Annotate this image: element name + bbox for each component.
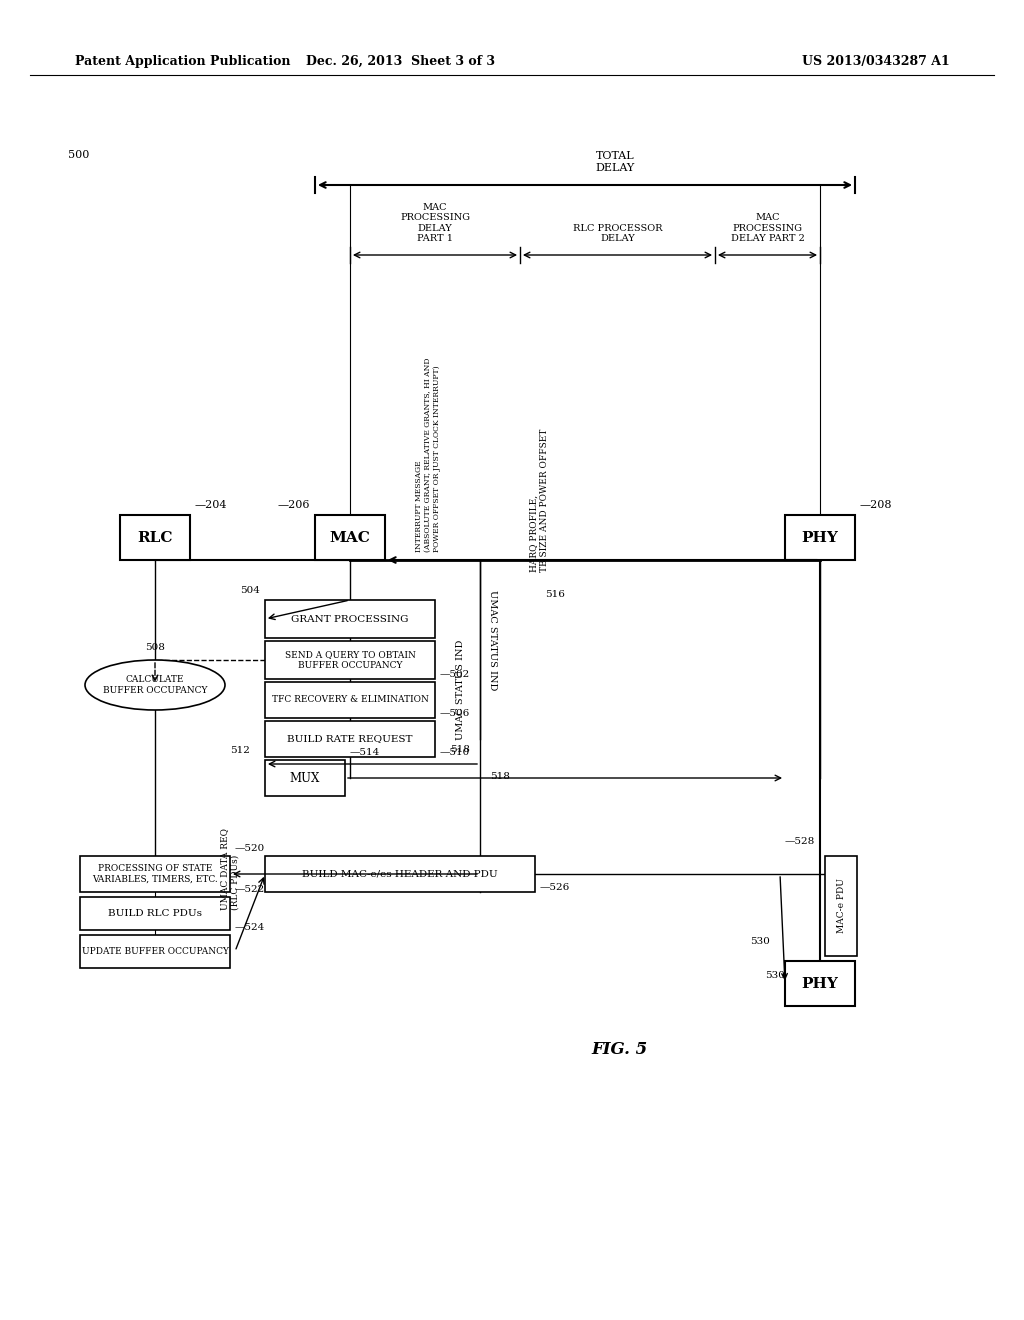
Text: INTERRUPT MESSAGE
(ABSOLUTE GRANT, RELATIVE GRANTS, HI AND
POWER OFFSET OR JUST : INTERRUPT MESSAGE (ABSOLUTE GRANT, RELAT… (415, 358, 441, 552)
Text: PHY: PHY (802, 977, 839, 990)
Text: 530: 530 (765, 972, 785, 979)
Text: Dec. 26, 2013  Sheet 3 of 3: Dec. 26, 2013 Sheet 3 of 3 (305, 55, 495, 69)
Text: TOTAL
DELAY: TOTAL DELAY (595, 152, 635, 173)
Text: Patent Application Publication: Patent Application Publication (75, 55, 291, 69)
Bar (265, 721, 435, 756)
Text: 500: 500 (68, 150, 89, 160)
Text: —506: —506 (440, 709, 470, 718)
Text: —522: —522 (234, 884, 265, 894)
Text: —206: —206 (278, 500, 310, 510)
Text: MUX: MUX (290, 771, 321, 784)
Bar (265, 760, 345, 796)
Text: —510: —510 (440, 748, 470, 756)
Text: US 2013/0343287 A1: US 2013/0343287 A1 (802, 55, 950, 69)
Text: GRANT PROCESSING: GRANT PROCESSING (291, 615, 409, 623)
Text: UMAC DATA REQ
(RLC PDUs): UMAC DATA REQ (RLC PDUs) (220, 828, 240, 909)
Bar (265, 642, 435, 678)
Text: —524: —524 (234, 923, 265, 932)
Bar (80, 898, 230, 931)
Text: 518: 518 (451, 744, 470, 754)
Text: BUILD MAC-e/es HEADER AND PDU: BUILD MAC-e/es HEADER AND PDU (302, 870, 498, 879)
Text: SEND A QUERY TO OBTAIN
BUFFER OCCUPANCY: SEND A QUERY TO OBTAIN BUFFER OCCUPANCY (285, 651, 416, 669)
Text: —204: —204 (195, 500, 227, 510)
Text: —514: —514 (350, 748, 380, 756)
Text: UMAC STATUS IND: UMAC STATUS IND (488, 590, 497, 690)
Text: MAC
PROCESSING
DELAY
PART 1: MAC PROCESSING DELAY PART 1 (400, 203, 470, 243)
Bar (785, 515, 855, 560)
Text: PROCESSING OF STATE
VARIABLES, TIMERS, ETC.: PROCESSING OF STATE VARIABLES, TIMERS, E… (92, 865, 218, 883)
Bar (785, 961, 855, 1006)
Text: TFC RECOVERY & ELIMINATION: TFC RECOVERY & ELIMINATION (271, 696, 428, 705)
Ellipse shape (85, 660, 225, 710)
Text: UMAC STATUS IND: UMAC STATUS IND (456, 640, 465, 741)
Text: 504: 504 (240, 586, 260, 595)
Text: PHY: PHY (802, 531, 839, 544)
Text: 530: 530 (751, 937, 770, 946)
Text: HARQ PROFILE,
TB SIZE AND POWER OFFSET: HARQ PROFILE, TB SIZE AND POWER OFFSET (530, 428, 550, 572)
Text: —526: —526 (540, 883, 570, 892)
Bar (80, 855, 230, 892)
Text: MAC: MAC (330, 531, 371, 544)
Bar (265, 855, 535, 892)
Text: MAC
PROCESSING
DELAY PART 2: MAC PROCESSING DELAY PART 2 (730, 214, 805, 243)
Text: UPDATE BUFFER OCCUPANCY: UPDATE BUFFER OCCUPANCY (82, 946, 228, 956)
Text: —208: —208 (860, 500, 893, 510)
Text: 512: 512 (230, 746, 250, 755)
Text: —520: —520 (234, 843, 265, 853)
Text: 518: 518 (490, 772, 510, 781)
Text: BUILD RLC PDUs: BUILD RLC PDUs (108, 909, 202, 917)
Text: 516: 516 (545, 590, 565, 599)
Text: CALCULATE
BUFFER OCCUPANCY: CALCULATE BUFFER OCCUPANCY (102, 676, 207, 694)
Text: 508: 508 (145, 643, 165, 652)
Bar (315, 515, 385, 560)
Text: —502: —502 (440, 671, 470, 678)
Bar (265, 601, 435, 638)
Bar (825, 855, 857, 956)
Bar (265, 682, 435, 718)
Bar (80, 935, 230, 968)
Text: FIG. 5: FIG. 5 (592, 1041, 648, 1059)
Text: MAC-e PDU: MAC-e PDU (837, 879, 846, 933)
Text: RLC: RLC (137, 531, 173, 544)
Text: RLC PROCESSOR
DELAY: RLC PROCESSOR DELAY (572, 223, 663, 243)
Text: BUILD RATE REQUEST: BUILD RATE REQUEST (288, 734, 413, 743)
Bar (120, 515, 190, 560)
Text: —528: —528 (784, 837, 815, 846)
